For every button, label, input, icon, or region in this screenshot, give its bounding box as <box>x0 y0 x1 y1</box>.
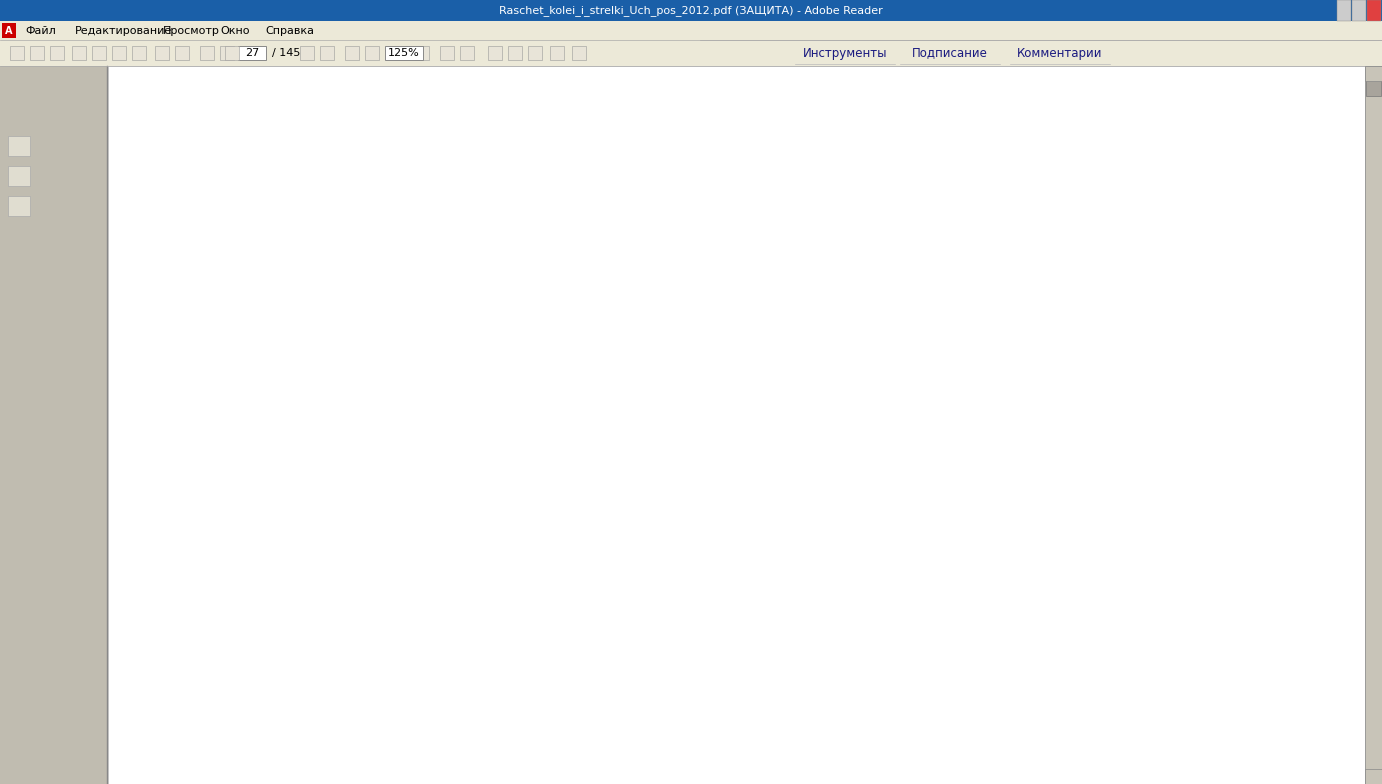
Bar <box>50 46 64 60</box>
Bar <box>176 46 189 60</box>
Bar <box>1352 0 1365 21</box>
Text: Просмотр: Просмотр <box>163 26 220 35</box>
Bar <box>30 46 44 60</box>
Bar <box>0 40 1382 66</box>
Text: Файл: Файл <box>25 26 55 35</box>
Bar <box>1365 76 1381 96</box>
Bar <box>1365 769 1382 784</box>
Bar <box>93 46 106 60</box>
Bar <box>550 46 564 60</box>
Text: Окно: Окно <box>220 26 250 35</box>
Bar <box>1 23 17 38</box>
Bar <box>1367 0 1381 21</box>
Bar <box>225 46 239 60</box>
Bar <box>1365 66 1382 784</box>
Text: Подписание: Подписание <box>912 46 988 60</box>
Bar <box>460 46 474 60</box>
Bar <box>572 46 586 60</box>
Bar <box>528 46 542 60</box>
Text: $\delta_2$: $\delta_2$ <box>730 512 745 528</box>
Text: h₂: h₂ <box>720 394 732 407</box>
Bar <box>395 46 409 60</box>
Bar <box>0 66 106 784</box>
Bar <box>1365 66 1382 81</box>
Text: μ₀: μ₀ <box>343 419 354 429</box>
Text: q: q <box>543 516 553 530</box>
Text: Редактирование: Редактирование <box>75 26 173 35</box>
Text: Ось: Ось <box>495 261 525 275</box>
Bar <box>346 46 359 60</box>
Bar <box>509 46 522 60</box>
Bar <box>238 46 265 60</box>
Text: Инструменты: Инструменты <box>803 46 887 60</box>
Bar <box>321 46 334 60</box>
Text: Средний круг катания: Средний круг катания <box>304 213 316 367</box>
Bar <box>8 166 30 186</box>
Text: μ: μ <box>741 419 749 429</box>
Bar <box>10 46 23 60</box>
Bar <box>220 46 234 60</box>
Bar <box>365 46 379 60</box>
Text: 125%: 125% <box>388 48 420 58</box>
Text: Комментарии: Комментарии <box>1017 46 1103 60</box>
Bar <box>0 21 1382 40</box>
Bar <box>8 136 30 156</box>
Bar <box>1336 0 1352 21</box>
Bar <box>200 46 214 60</box>
Text: 70: 70 <box>799 338 817 352</box>
Bar <box>155 46 169 60</box>
Text: Средний круг катания: Средний круг катания <box>789 213 802 367</box>
Text: S: S <box>543 538 553 552</box>
Text: 1:20: 1:20 <box>779 432 806 442</box>
Text: 27: 27 <box>245 48 258 58</box>
Text: 1: 1 <box>640 435 650 449</box>
Bar <box>133 46 146 60</box>
Text: / 145: / 145 <box>272 48 300 58</box>
Bar <box>300 46 314 60</box>
Bar <box>8 196 30 216</box>
Text: $\delta_1$: $\delta_1$ <box>350 512 366 528</box>
Bar <box>439 46 455 60</box>
Text: Справка: Справка <box>265 26 314 35</box>
Bar <box>72 46 86 60</box>
Bar <box>386 46 423 60</box>
Bar <box>488 46 502 60</box>
Text: A: A <box>6 26 12 35</box>
Text: Raschet_kolei_i_strelki_Uch_pos_2012.pdf (ЗАЩИТА) - Adobe Reader: Raschet_kolei_i_strelki_Uch_pos_2012.pdf… <box>499 5 883 16</box>
Text: 2: 2 <box>640 471 650 485</box>
Bar <box>112 46 126 60</box>
Text: T: T <box>543 361 554 378</box>
Text: h₁: h₁ <box>323 394 336 407</box>
Bar <box>0 0 1382 21</box>
Bar <box>415 46 428 60</box>
